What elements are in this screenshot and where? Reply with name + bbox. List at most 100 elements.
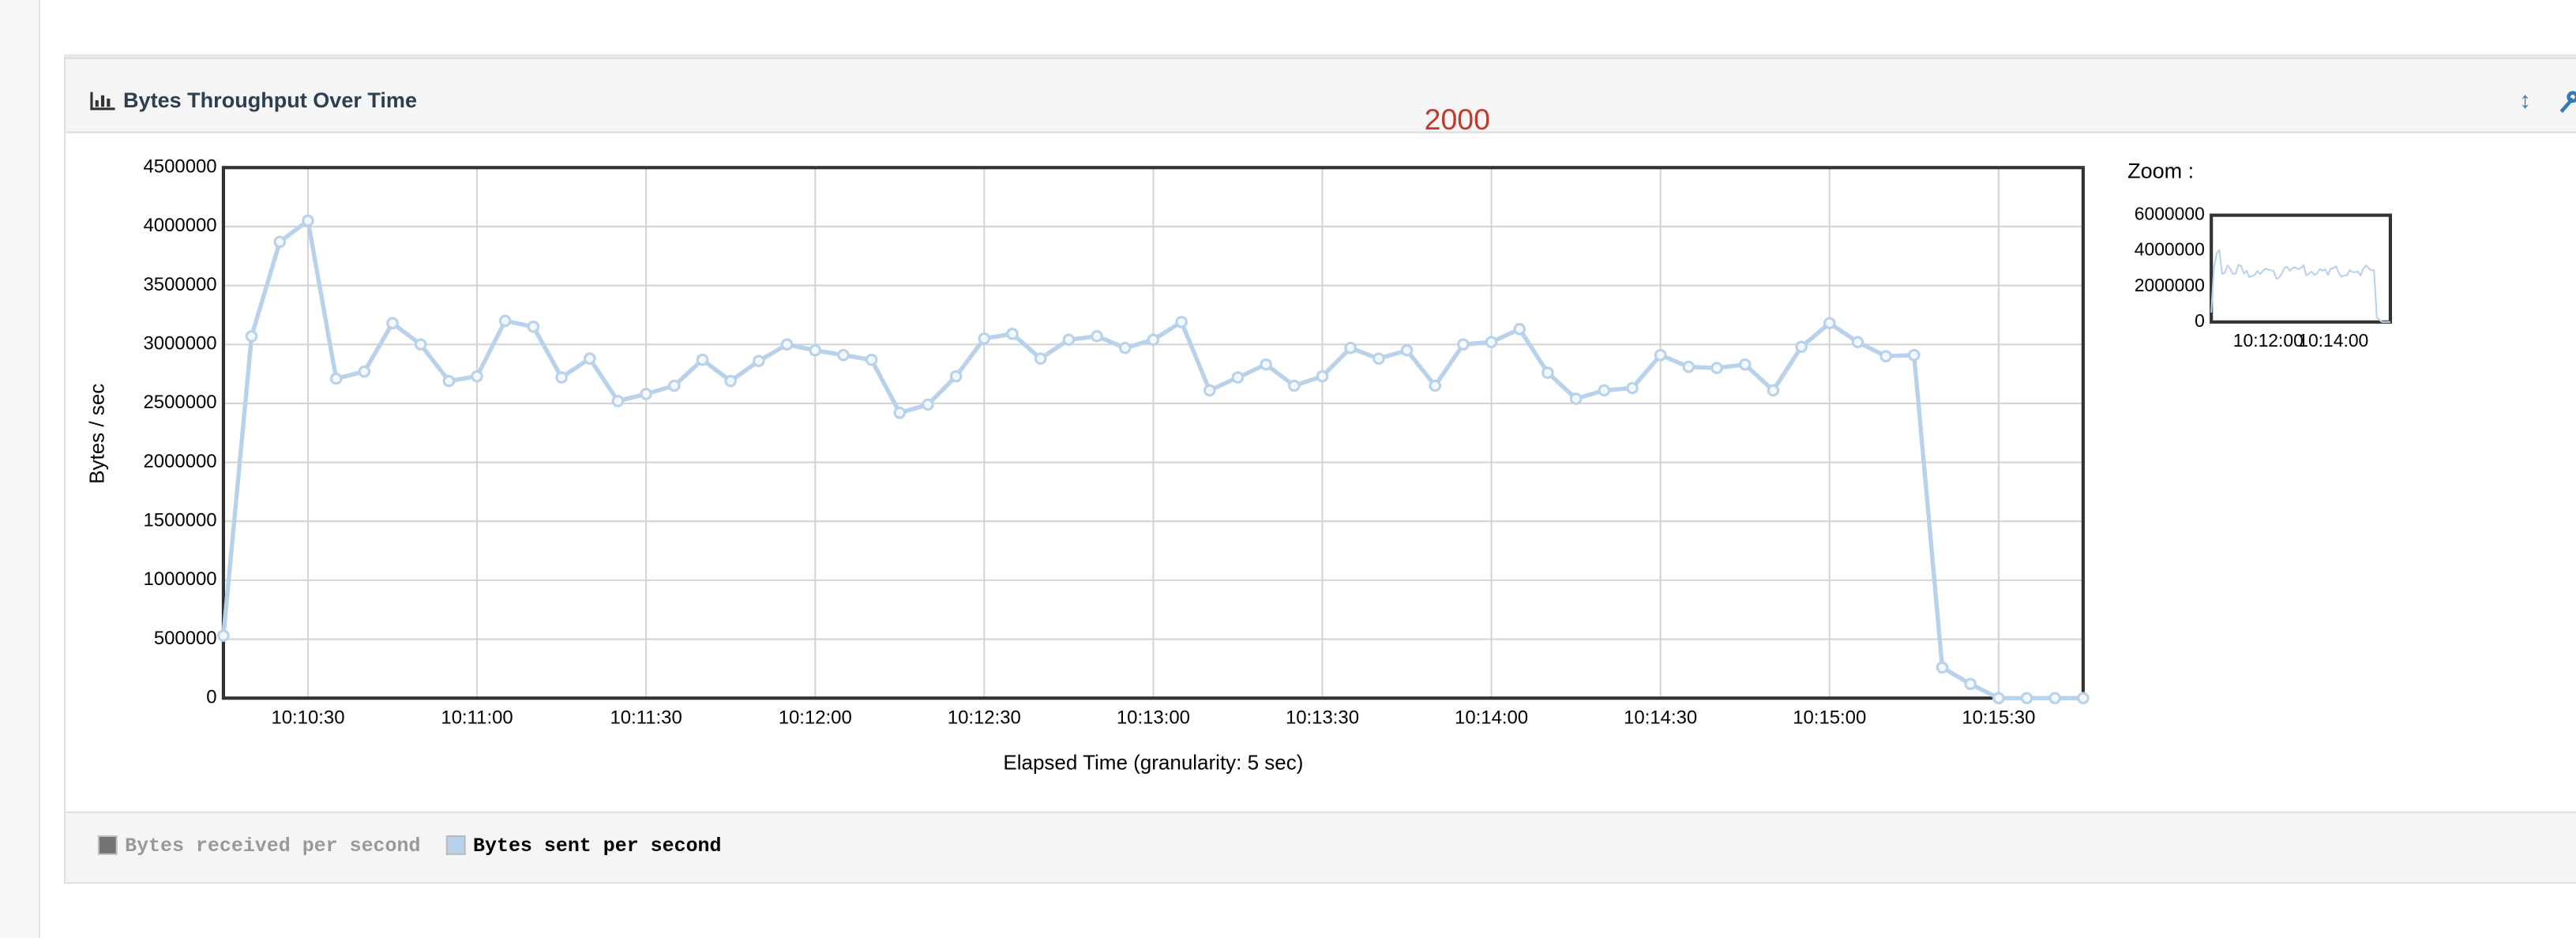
data-point bbox=[1485, 336, 1498, 349]
data-point bbox=[1091, 329, 1103, 343]
data-point bbox=[1710, 362, 1723, 374]
data-point bbox=[1175, 316, 1188, 328]
data-point bbox=[1260, 358, 1272, 371]
data-point bbox=[1513, 323, 1526, 336]
y-tick-label: 4500000 bbox=[144, 156, 217, 178]
x-tick-label: 10:14:00 bbox=[2298, 330, 2368, 351]
data-point bbox=[922, 398, 934, 411]
x-tick-label: 10:12:00 bbox=[779, 707, 852, 729]
data-point bbox=[386, 317, 399, 330]
y-axis-label: Bytes / sec bbox=[85, 384, 109, 484]
legend-label[interactable]: Bytes received per second bbox=[125, 835, 420, 857]
data-point bbox=[498, 314, 512, 328]
data-point bbox=[1992, 692, 2005, 705]
y-tick-label: 1500000 bbox=[144, 510, 217, 531]
legend-label[interactable]: Bytes sent per second bbox=[473, 835, 721, 857]
data-point bbox=[1400, 343, 1414, 357]
data-point bbox=[865, 353, 878, 366]
data-point bbox=[583, 352, 596, 365]
data-point bbox=[809, 343, 822, 357]
data-point bbox=[273, 235, 287, 249]
panel-header bbox=[66, 58, 2576, 132]
series-line bbox=[2210, 249, 2390, 323]
plot-border bbox=[221, 166, 2085, 700]
legend-swatch bbox=[97, 835, 118, 855]
y-tick-label: 0 bbox=[2195, 310, 2205, 331]
annotation: 2000 bbox=[1425, 103, 1490, 136]
panel bbox=[64, 57, 2576, 884]
data-point bbox=[1936, 661, 1949, 674]
data-point bbox=[358, 365, 371, 378]
data-point bbox=[245, 329, 258, 343]
data-point bbox=[1908, 348, 1921, 362]
data-point bbox=[724, 374, 737, 388]
y-tick-label: 3500000 bbox=[144, 274, 217, 295]
plot-border bbox=[2210, 213, 2392, 324]
data-point bbox=[1964, 677, 1977, 691]
data-point bbox=[471, 370, 483, 383]
x-tick-label: 10:11:00 bbox=[441, 707, 513, 729]
data-point bbox=[1626, 381, 1639, 395]
data-point bbox=[949, 370, 963, 383]
y-tick-label: 6000000 bbox=[2135, 204, 2205, 224]
data-point bbox=[1147, 333, 1160, 347]
data-point bbox=[1682, 360, 1695, 373]
data-point bbox=[217, 629, 230, 642]
data-point bbox=[1231, 371, 1245, 384]
data-point bbox=[780, 338, 794, 351]
y-tick-label: 4000000 bbox=[2135, 239, 2205, 260]
data-point bbox=[1372, 352, 1385, 365]
data-point bbox=[1879, 350, 1892, 362]
y-tick-label: 2000000 bbox=[144, 451, 217, 472]
x-tick-label: 10:14:30 bbox=[1624, 707, 1697, 729]
data-point bbox=[1344, 341, 1357, 355]
data-point bbox=[1203, 384, 1216, 397]
data-point bbox=[1006, 327, 1019, 340]
side-strip bbox=[0, 0, 39, 938]
x-tick-label: 10:13:00 bbox=[1117, 707, 1190, 729]
data-point bbox=[1569, 392, 1583, 405]
data-point bbox=[753, 355, 765, 367]
data-point bbox=[1062, 333, 1076, 347]
data-point bbox=[837, 348, 850, 362]
legend-swatch bbox=[445, 835, 466, 855]
y-tick-label: 1000000 bbox=[144, 568, 217, 590]
panel-title: Bytes Throughput Over Time bbox=[123, 88, 417, 112]
y-tick-label: 0 bbox=[206, 687, 216, 708]
data-point bbox=[1541, 366, 1554, 379]
data-point bbox=[611, 395, 625, 407]
data-point bbox=[1738, 358, 1752, 371]
data-point bbox=[2048, 692, 2062, 705]
data-point bbox=[1316, 370, 1329, 383]
zoom-label: Zoom : bbox=[2127, 159, 2194, 183]
data-point bbox=[1034, 352, 1047, 365]
data-point bbox=[1288, 379, 1301, 392]
y-tick-label: 3000000 bbox=[144, 333, 217, 355]
data-point bbox=[1598, 384, 1611, 397]
data-point bbox=[1429, 379, 1442, 392]
legend-area bbox=[66, 811, 2576, 883]
x-tick-label: 10:15:00 bbox=[1793, 707, 1866, 729]
data-point bbox=[978, 332, 991, 345]
x-tick-label: 10:13:30 bbox=[1286, 707, 1359, 729]
x-tick-label: 10:12:30 bbox=[948, 707, 1021, 729]
legend: Bytes received per second Bytes sent per … bbox=[97, 835, 722, 857]
data-point bbox=[1823, 317, 1836, 330]
y-tick-label: 2500000 bbox=[144, 392, 217, 413]
x-axis-label: Elapsed Time (granularity: 5 sec) bbox=[1003, 750, 1303, 774]
y-tick-label: 500000 bbox=[154, 628, 217, 649]
y-tick-label: 2000000 bbox=[2135, 275, 2205, 295]
settings-icon[interactable] bbox=[2559, 91, 2576, 114]
x-tick-label: 10:14:00 bbox=[1455, 707, 1528, 729]
bar-icon bbox=[90, 92, 115, 111]
data-point bbox=[442, 374, 456, 388]
data-point bbox=[1118, 341, 1132, 355]
data-point bbox=[527, 321, 540, 333]
resize-icon[interactable]: ↕ bbox=[2519, 88, 2531, 114]
x-tick-label: 10:12:00 bbox=[2233, 330, 2304, 351]
data-point bbox=[1767, 384, 1780, 397]
data-point bbox=[893, 407, 907, 419]
data-point bbox=[2020, 692, 2033, 705]
data-point bbox=[696, 353, 709, 366]
